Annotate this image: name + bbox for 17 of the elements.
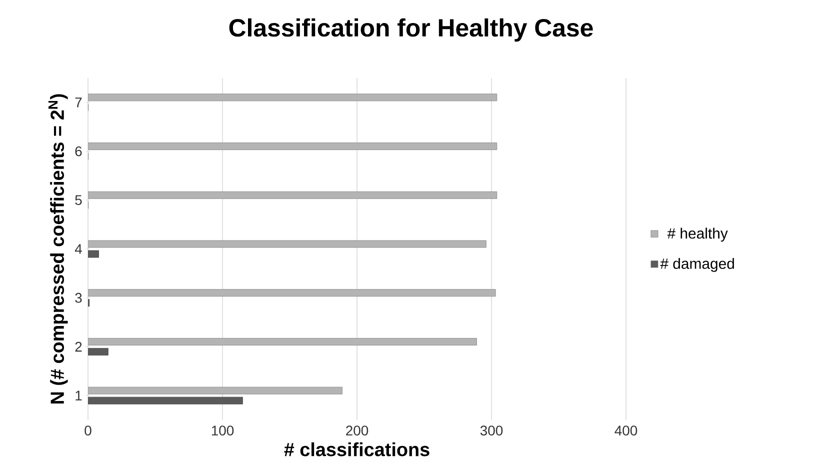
x-tick-label: 300: [480, 426, 503, 436]
x-tick-label: 400: [614, 426, 638, 436]
y-tick-label: 2: [75, 342, 82, 352]
x-tick-label: 200: [346, 426, 368, 436]
legend-label: # damaged: [660, 258, 734, 272]
chart-title: Classification for Healthy Case: [229, 18, 593, 42]
y-tick-label: 1: [76, 390, 82, 400]
y-tick-label: 5: [75, 195, 82, 206]
legend-label: # healthy: [667, 228, 728, 242]
x-tick-label: 0: [84, 426, 92, 436]
y-axis-title: N (# compressed coefficients = 2$^{N}$): [48, 94, 68, 404]
x-axis-title: # classifications: [284, 442, 430, 456]
y-tick-label: 4: [74, 244, 82, 254]
y-tick-label: 3: [75, 292, 82, 303]
y-tick-label: 6: [75, 146, 82, 156]
x-tick-label: 100: [212, 426, 234, 436]
y-tick-label: 7: [75, 98, 82, 108]
